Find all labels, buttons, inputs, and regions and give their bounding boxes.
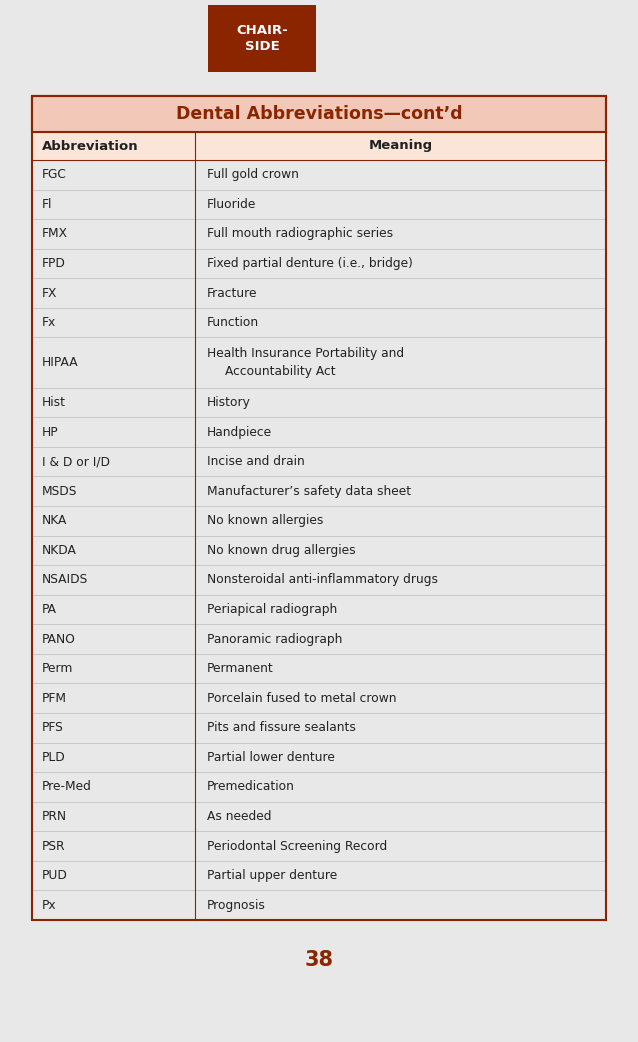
- Text: PFS: PFS: [42, 721, 64, 735]
- FancyBboxPatch shape: [208, 5, 316, 72]
- Text: As needed: As needed: [207, 810, 272, 823]
- Text: Full mouth radiographic series: Full mouth radiographic series: [207, 227, 393, 241]
- Text: Nonsteroidal anti-inflammatory drugs: Nonsteroidal anti-inflammatory drugs: [207, 573, 438, 587]
- Text: Periapical radiograph: Periapical radiograph: [207, 603, 338, 616]
- Text: Panoramic radiograph: Panoramic radiograph: [207, 632, 343, 646]
- Text: Partial upper denture: Partial upper denture: [207, 869, 338, 883]
- Text: NKA: NKA: [42, 515, 68, 527]
- Text: FX: FX: [42, 287, 57, 299]
- Text: Handpiece: Handpiece: [207, 425, 272, 439]
- FancyBboxPatch shape: [32, 96, 606, 132]
- Text: HIPAA: HIPAA: [42, 356, 78, 369]
- Text: Accountability Act: Accountability Act: [225, 365, 336, 378]
- Text: Periodontal Screening Record: Periodontal Screening Record: [207, 840, 387, 852]
- Text: PRN: PRN: [42, 810, 67, 823]
- Text: Perm: Perm: [42, 662, 73, 675]
- Text: Porcelain fused to metal crown: Porcelain fused to metal crown: [207, 692, 396, 704]
- Text: Fluoride: Fluoride: [207, 198, 256, 210]
- Text: HP: HP: [42, 425, 59, 439]
- Text: NSAIDS: NSAIDS: [42, 573, 88, 587]
- Text: No known drug allergies: No known drug allergies: [207, 544, 355, 556]
- Text: Pits and fissure sealants: Pits and fissure sealants: [207, 721, 356, 735]
- Text: Health Insurance Portability and: Health Insurance Portability and: [207, 347, 404, 361]
- Text: PUD: PUD: [42, 869, 68, 883]
- Text: Prognosis: Prognosis: [207, 898, 266, 912]
- Text: 38: 38: [304, 950, 334, 970]
- Text: No known allergies: No known allergies: [207, 515, 323, 527]
- Text: MSDS: MSDS: [42, 485, 77, 498]
- Text: Partial lower denture: Partial lower denture: [207, 751, 335, 764]
- FancyBboxPatch shape: [32, 132, 606, 160]
- Text: Pre-Med: Pre-Med: [42, 780, 92, 793]
- Text: Function: Function: [207, 316, 259, 329]
- Text: Incise and drain: Incise and drain: [207, 455, 305, 468]
- Text: Meaning: Meaning: [368, 140, 433, 152]
- Text: NKDA: NKDA: [42, 544, 77, 556]
- Text: Premedication: Premedication: [207, 780, 295, 793]
- Text: FMX: FMX: [42, 227, 68, 241]
- Text: Manufacturer’s safety data sheet: Manufacturer’s safety data sheet: [207, 485, 411, 498]
- Text: PANO: PANO: [42, 632, 76, 646]
- Text: Permanent: Permanent: [207, 662, 274, 675]
- Text: FPD: FPD: [42, 257, 66, 270]
- Text: Fl: Fl: [42, 198, 52, 210]
- Text: FGC: FGC: [42, 169, 67, 181]
- Text: Hist: Hist: [42, 396, 66, 410]
- Text: Full gold crown: Full gold crown: [207, 169, 299, 181]
- Text: Fixed partial denture (i.e., bridge): Fixed partial denture (i.e., bridge): [207, 257, 413, 270]
- Text: CHAIR-
SIDE: CHAIR- SIDE: [236, 24, 288, 53]
- Text: PFM: PFM: [42, 692, 67, 704]
- Text: Px: Px: [42, 898, 57, 912]
- Text: I & D or I/D: I & D or I/D: [42, 455, 110, 468]
- Text: History: History: [207, 396, 251, 410]
- Text: PA: PA: [42, 603, 57, 616]
- Text: Fx: Fx: [42, 316, 56, 329]
- Text: PLD: PLD: [42, 751, 66, 764]
- Text: Dental Abbreviations—cont’d: Dental Abbreviations—cont’d: [175, 105, 463, 123]
- Text: Abbreviation: Abbreviation: [42, 140, 138, 152]
- Text: PSR: PSR: [42, 840, 66, 852]
- Text: Fracture: Fracture: [207, 287, 258, 299]
